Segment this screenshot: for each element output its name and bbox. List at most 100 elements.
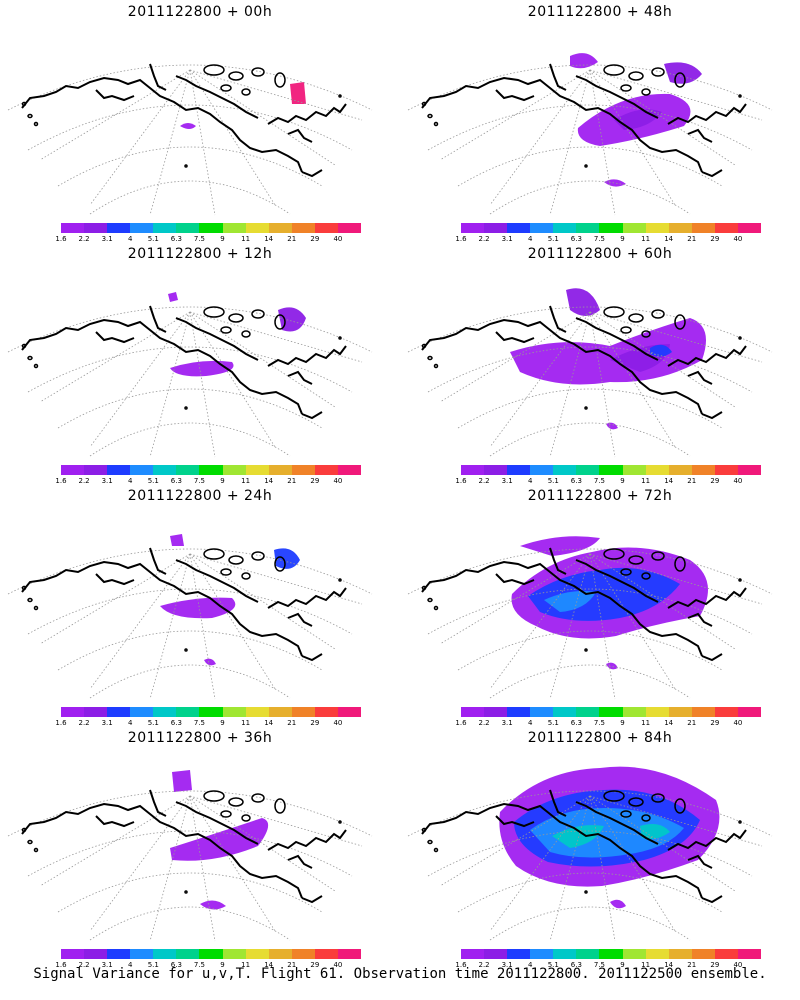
coastline xyxy=(687,128,713,143)
colorbar-segment xyxy=(507,949,531,959)
meridian-line xyxy=(489,69,591,206)
latitude-line xyxy=(407,64,773,111)
colorbar-tick-label: 1.6 xyxy=(55,719,67,727)
coastline xyxy=(95,331,135,344)
colorbar xyxy=(461,465,762,475)
meridian-line xyxy=(189,311,216,458)
island xyxy=(421,827,427,833)
colorbar-tick-label: 2.2 xyxy=(478,477,490,485)
colorbar-segment xyxy=(291,949,315,959)
map-panel: 2011122800 + 72h 1.6 2.2 3.1 4 5.1 6.3 7.5 9 11 14… xyxy=(400,484,800,727)
meridian-line xyxy=(189,311,276,448)
meridian-line xyxy=(149,311,191,458)
colorbar-segment xyxy=(668,949,692,959)
variance-area xyxy=(606,422,618,430)
map-layer xyxy=(407,53,773,216)
colorbar-segment xyxy=(714,949,738,959)
colorbar-tick-label: 3.1 xyxy=(101,477,113,485)
variance-area xyxy=(520,536,600,556)
colorbar-segment xyxy=(153,465,177,475)
colorbar-segment xyxy=(245,707,269,717)
colorbar-tick-label: 21 xyxy=(687,961,697,969)
meridian-line xyxy=(89,311,191,448)
colorbar-segment xyxy=(199,223,223,233)
polar-map xyxy=(7,292,373,458)
coastline xyxy=(495,89,535,102)
island xyxy=(33,121,39,127)
colorbar-segment xyxy=(199,707,223,717)
polar-map xyxy=(407,766,773,942)
coastline xyxy=(149,789,167,817)
panel-title: 2011122800 + 12h xyxy=(127,246,273,262)
coastline xyxy=(701,653,723,662)
meridian-line xyxy=(189,553,336,650)
colorbar-segment xyxy=(176,223,200,233)
colorbar-tick-label: 9 xyxy=(220,477,225,485)
colorbar-segment xyxy=(691,949,715,959)
map-layer xyxy=(7,770,373,942)
island xyxy=(27,597,33,603)
island xyxy=(184,890,188,894)
coastline xyxy=(667,587,747,609)
latitude-line xyxy=(489,906,691,941)
colorbar-segment xyxy=(61,465,85,475)
colorbar-tick-label: 7.5 xyxy=(593,719,606,727)
colorbar-tick-label: 14 xyxy=(264,719,274,727)
coastline xyxy=(267,345,347,367)
latitude-line xyxy=(407,306,773,353)
island xyxy=(228,313,244,323)
coastline xyxy=(95,573,135,586)
colorbar-segment xyxy=(553,949,577,959)
colorbar-tick-label: 29 xyxy=(310,477,320,485)
variance-area xyxy=(170,534,184,546)
coastline xyxy=(175,75,259,119)
coastline xyxy=(421,76,703,173)
map-layer xyxy=(407,536,773,700)
coastline xyxy=(549,547,567,575)
island xyxy=(241,572,251,580)
colorbar-segment xyxy=(245,949,269,959)
island xyxy=(620,326,632,334)
meridian-line xyxy=(189,795,336,892)
colorbar-labels: 1.6 2.2 3.1 4 5.1 6.3 7.5 9 11 14 21 29 40 xyxy=(455,235,761,245)
colorbar xyxy=(61,465,362,475)
island xyxy=(738,820,742,824)
island xyxy=(184,164,188,168)
meridian-line xyxy=(89,553,191,690)
colorbar-tick-label: 40 xyxy=(733,477,743,485)
meridian-line xyxy=(589,795,736,892)
colorbar-segment xyxy=(268,949,292,959)
island xyxy=(21,101,27,107)
island xyxy=(641,572,651,580)
island xyxy=(220,810,232,818)
colorbar xyxy=(461,949,762,959)
island xyxy=(21,343,27,349)
map-panel: 2011122800 + 24h 1.6 2.2 3.1 4 5.1 6.3 7.5 9 11 14… xyxy=(0,484,400,727)
coastline xyxy=(21,802,303,899)
colorbar-segment xyxy=(107,223,131,233)
colorbar-segment xyxy=(576,949,600,959)
island xyxy=(27,839,33,845)
map-layer xyxy=(7,534,373,700)
island xyxy=(584,648,588,652)
island xyxy=(427,839,433,845)
colorbar-tick-label: 2.2 xyxy=(478,719,490,727)
panel-title: 2011122800 + 60h xyxy=(527,246,673,262)
meridian-line xyxy=(589,553,616,700)
colorbar-segment xyxy=(222,223,246,233)
colorbar-segment xyxy=(576,223,600,233)
meridian-line xyxy=(39,69,191,161)
colorbar-segment xyxy=(314,465,338,475)
variance-area xyxy=(204,658,216,666)
colorbar-tick-label: 21 xyxy=(687,719,697,727)
colorbar-tick-label: 5.1 xyxy=(147,719,159,727)
colorbar-segment xyxy=(130,223,154,233)
colorbar-tick-label: 14 xyxy=(264,961,274,969)
colorbar-tick-label: 29 xyxy=(710,477,720,485)
island xyxy=(184,648,188,652)
coastline xyxy=(267,587,347,609)
coastline xyxy=(549,63,567,91)
island xyxy=(33,605,39,611)
colorbar-tick-label: 21 xyxy=(687,235,697,243)
colorbar-tick-label: 14 xyxy=(264,477,274,485)
